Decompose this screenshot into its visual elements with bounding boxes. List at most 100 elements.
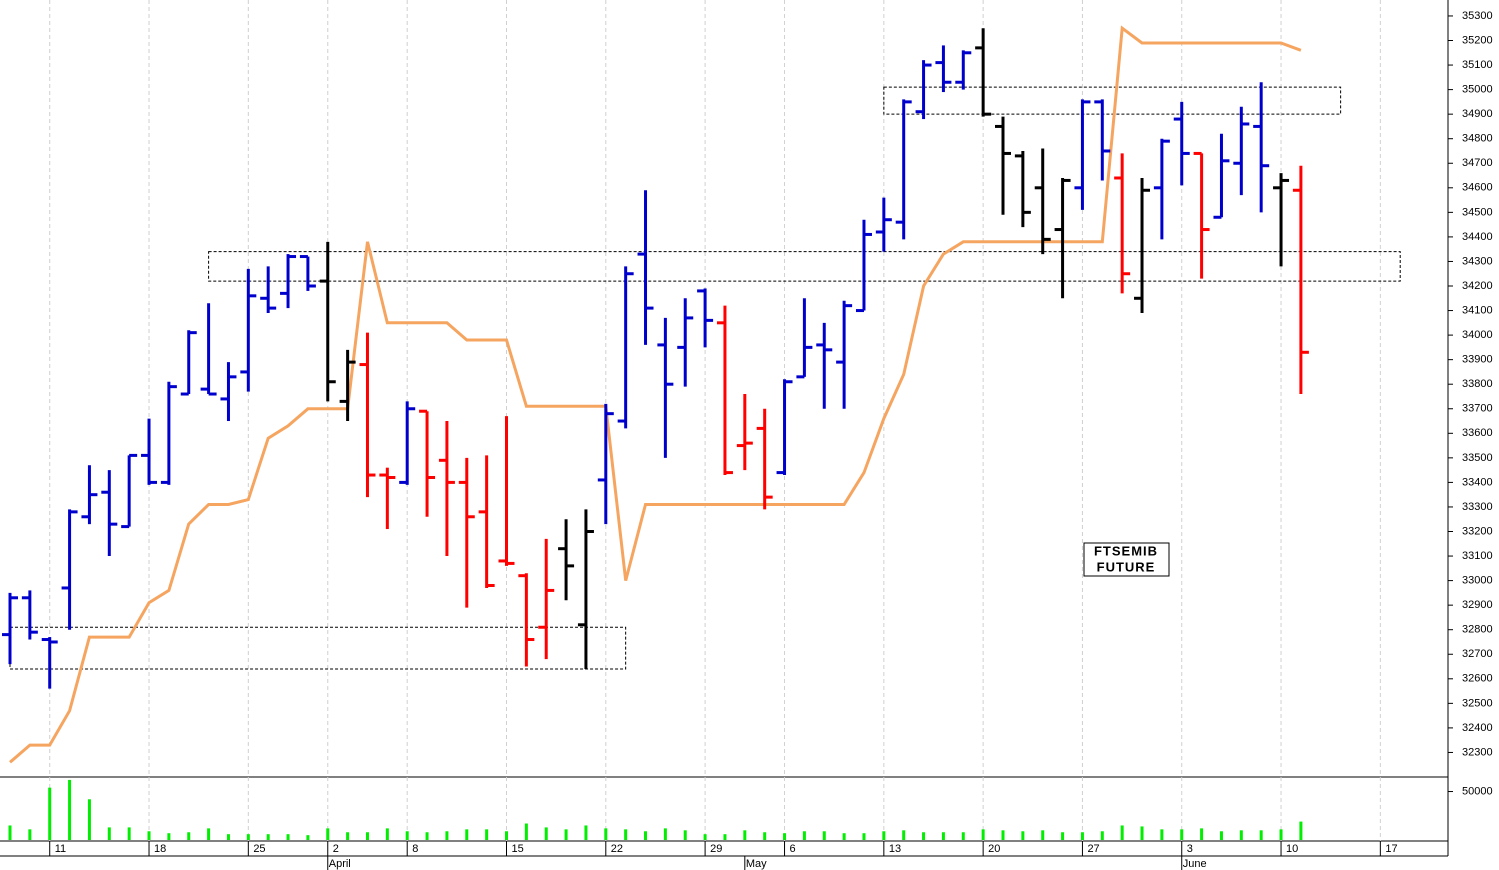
volume-bar (961, 832, 965, 840)
volume-bar (544, 827, 548, 840)
volume-bar (1219, 831, 1223, 840)
volume-bar (425, 832, 429, 840)
volume-bar (1299, 821, 1303, 840)
volume-bar (604, 828, 608, 840)
volume-bar (842, 833, 846, 840)
y-tick-label: 34000 (1462, 329, 1493, 341)
x-tick-label: 3 (1187, 843, 1193, 855)
volume-bar (107, 827, 111, 840)
volume-bar (1200, 828, 1204, 840)
y-tick-label: 32700 (1462, 648, 1493, 660)
x-tick-label: 27 (1087, 843, 1099, 855)
x-tick-label: 29 (710, 843, 722, 855)
volume-bar (465, 829, 469, 840)
volume-bar (981, 829, 985, 840)
volume-bar (723, 834, 727, 840)
y-tick-label: 34500 (1462, 206, 1493, 218)
y-tick-label: 33700 (1462, 403, 1493, 415)
volume-bar (1021, 831, 1025, 840)
volume-bar (763, 832, 767, 840)
volume-bar (882, 831, 886, 840)
y-tick-label: 32400 (1462, 722, 1493, 734)
volume-bar (405, 831, 409, 840)
x-tick-label: 15 (512, 843, 524, 855)
y-tick-label: 33300 (1462, 501, 1493, 513)
volume-bar (644, 831, 648, 840)
month-label: May (746, 858, 767, 870)
zone (883, 86, 1342, 115)
volume-bar (1061, 832, 1065, 840)
y-tick-label: 33000 (1462, 575, 1493, 587)
volume-bar (385, 828, 389, 840)
volume-bar (1120, 825, 1124, 840)
y-tick-label: 34300 (1462, 255, 1493, 267)
volume-bar (485, 829, 489, 840)
y-tick-label: 34600 (1462, 182, 1493, 194)
volume-bar (1100, 831, 1104, 840)
volume-bar (187, 832, 191, 840)
x-tick-label: 18 (154, 843, 166, 855)
y-tick-label: 35100 (1462, 59, 1493, 71)
volume-bar (1001, 830, 1005, 840)
volume-bar (1160, 829, 1164, 840)
volume-bar (941, 832, 945, 840)
x-tick-label: 6 (790, 843, 796, 855)
volume-bar (505, 831, 508, 840)
y-tick-label: 50000 (1462, 785, 1493, 797)
x-tick-label: 17 (1385, 843, 1397, 855)
y-tick-label: 32500 (1462, 697, 1493, 709)
volume-bar (87, 799, 91, 840)
y-tick-label: 34400 (1462, 231, 1493, 243)
y-tick-label: 33800 (1462, 378, 1493, 390)
chart-title: FUTURE (1097, 559, 1156, 574)
volume-bar (683, 830, 687, 840)
volume-bar (1140, 826, 1144, 840)
volume-bar (8, 825, 12, 840)
volume-bar (246, 834, 250, 840)
volume-bar (1080, 832, 1084, 840)
y-tick-label: 32600 (1462, 673, 1493, 685)
x-tick-label: 22 (611, 843, 623, 855)
volume-bar (743, 830, 747, 840)
volume-bar (802, 831, 806, 840)
y-tick-label: 33100 (1462, 550, 1493, 562)
volume-bar (68, 779, 72, 840)
y-tick-label: 35200 (1462, 34, 1493, 46)
volume-bar (1041, 830, 1045, 840)
title-box (1083, 542, 1170, 577)
volume-bar (663, 828, 667, 840)
chart-title: FTSEMIB (1094, 543, 1158, 558)
y-tick-label: 33500 (1462, 452, 1493, 464)
volume-bar (167, 833, 171, 840)
volume-bar (862, 833, 866, 840)
x-tick-label: 20 (988, 843, 1000, 855)
y-tick-label: 33400 (1462, 476, 1493, 488)
y-tick-label: 35300 (1462, 10, 1493, 22)
y-tick-label: 32900 (1462, 599, 1493, 611)
y-tick-label: 32800 (1462, 624, 1493, 636)
zone (9, 626, 627, 670)
y-tick-label: 35000 (1462, 84, 1493, 96)
x-tick-label: 2 (333, 843, 339, 855)
y-tick-label: 34800 (1462, 133, 1493, 145)
volume-bar (822, 831, 826, 840)
volume-bar (1279, 829, 1283, 840)
volume-bar (902, 830, 906, 840)
volume-bar (365, 832, 369, 840)
trend-line (9, 25, 1302, 764)
volume-bar (286, 834, 290, 840)
y-tick-label: 34100 (1462, 304, 1493, 316)
month-label: June (1183, 858, 1207, 870)
volume-bar (326, 828, 330, 840)
volume-bar (207, 828, 211, 840)
y-tick-label: 34700 (1462, 157, 1493, 169)
volume-bar (346, 832, 350, 840)
volume-bar (922, 832, 926, 840)
x-tick-label: 25 (253, 843, 265, 855)
y-tick-label: 34200 (1462, 280, 1493, 292)
volume-bar (564, 829, 568, 840)
volume-bar (524, 823, 528, 840)
y-tick-label: 34900 (1462, 108, 1493, 120)
